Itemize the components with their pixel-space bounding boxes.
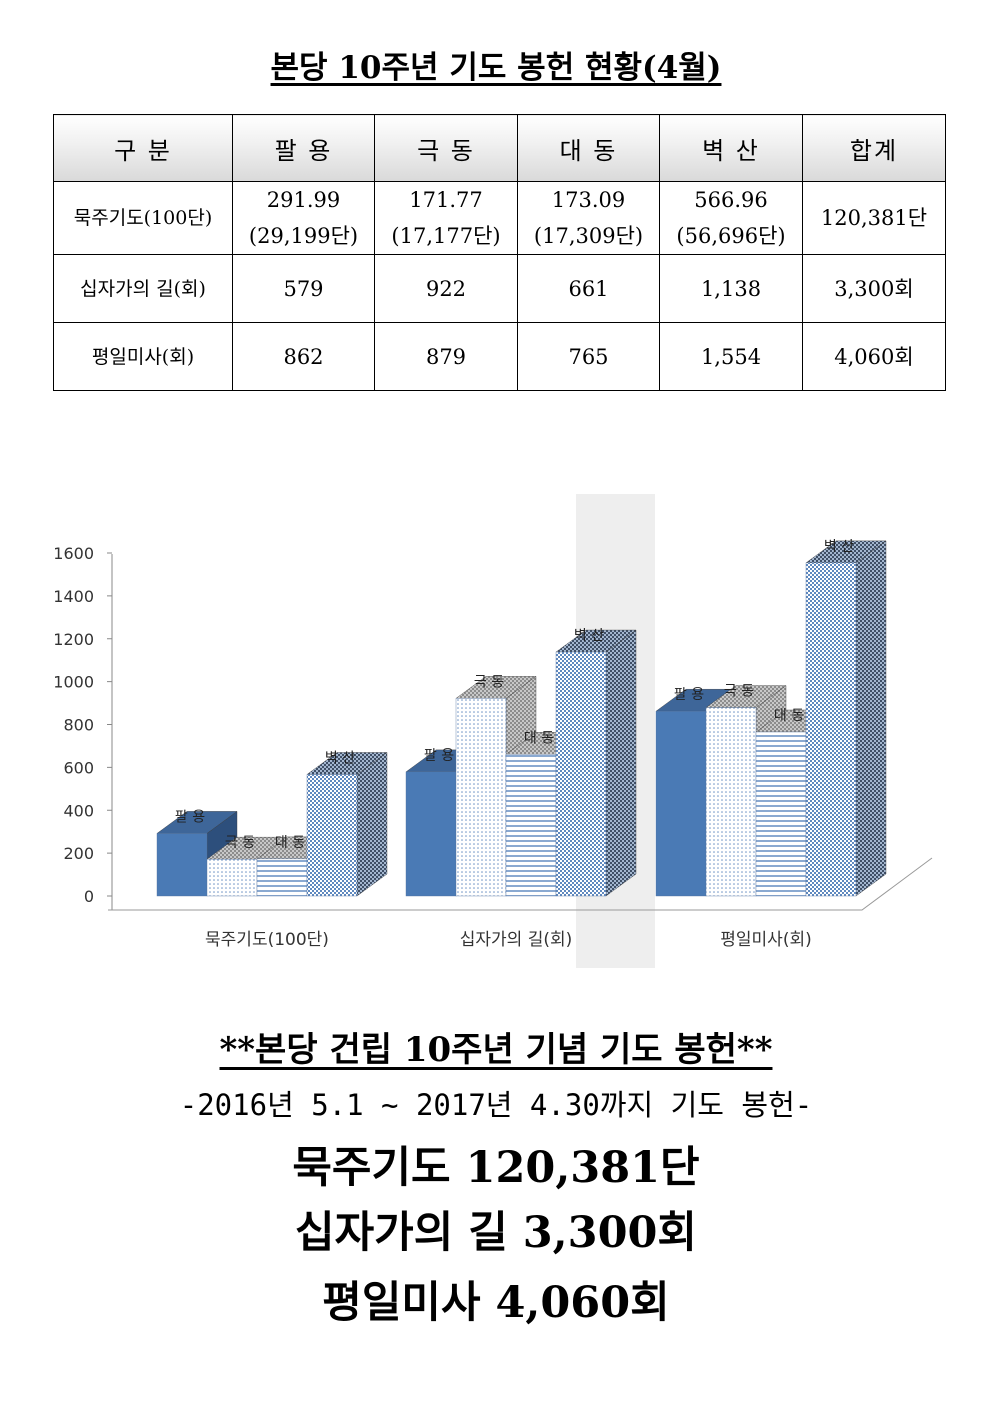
summary-heading: **본당 건립 10주년 기념 기도 봉헌** bbox=[0, 1022, 992, 1071]
y-tick-label: 800 bbox=[63, 716, 94, 735]
cell-value: 291.99 bbox=[266, 188, 341, 212]
row-total: 120,381단 bbox=[802, 181, 946, 255]
bar bbox=[555, 651, 607, 897]
summary-period: -2016년 5.1 ~ 2017년 4.30까지 기도 봉헌- bbox=[179, 1088, 813, 1122]
table-cell: 765 bbox=[517, 322, 660, 391]
prayer-stats-table: 구 분 팔 용 극 동 대 동 벽 산 합계 묵주기도(100단) 291.99… bbox=[53, 114, 946, 391]
header-palyong: 팔 용 bbox=[232, 114, 375, 182]
y-tick-label: 1600 bbox=[53, 544, 94, 563]
row-label: 묵주기도(100단) bbox=[53, 181, 233, 255]
x-tick-label: 십자가의 길(회) bbox=[460, 930, 573, 950]
bar-data-label: 대 동 bbox=[774, 708, 804, 724]
bar-data-label: 팔 용 bbox=[175, 809, 205, 825]
summary-heading-text: **본당 건립 10주년 기념 기도 봉헌** bbox=[219, 1030, 773, 1070]
y-tick-label: 200 bbox=[63, 844, 94, 863]
y-tick-label: 1400 bbox=[53, 587, 94, 606]
table-cell: 173.09 (17,309단) bbox=[517, 181, 660, 255]
header-geukdong: 극 동 bbox=[374, 114, 518, 182]
bar bbox=[505, 754, 557, 897]
table-row: 묵주기도(100단) 291.99 (29,199단) 171.77 (17,177… bbox=[53, 181, 946, 255]
table-cell: 291.99 (29,199단) bbox=[232, 181, 375, 255]
bar-data-label: 벽 산 bbox=[325, 750, 355, 766]
cell-subvalue: (29,199단) bbox=[248, 224, 359, 248]
table-cell: 579 bbox=[232, 254, 375, 323]
x-tick-label: 묵주기도(100단) bbox=[205, 930, 329, 950]
x-tick-label: 평일미사(회) bbox=[720, 930, 811, 950]
bar-data-label: 극 동 bbox=[225, 835, 255, 851]
y-tick-label: 0 bbox=[84, 887, 94, 906]
bar-data-label: 극 동 bbox=[474, 674, 504, 690]
y-tick-label: 1000 bbox=[53, 673, 94, 692]
table-cell: 171.77 (17,177단) bbox=[374, 181, 518, 255]
page-title-text: 본당 10주년 기도 봉헌 현황(4월) bbox=[270, 50, 722, 86]
table-cell: 1,138 bbox=[659, 254, 803, 323]
bar-data-label: 극 동 bbox=[724, 684, 754, 700]
cell-value: 173.09 bbox=[551, 188, 626, 212]
table-row: 십자가의 길(회) 579 922 661 1,138 3,300회 bbox=[53, 254, 946, 323]
table-cell: 1,554 bbox=[659, 322, 803, 391]
y-tick-label: 1200 bbox=[53, 630, 94, 649]
cell-value: 566.96 bbox=[694, 188, 768, 212]
bar bbox=[306, 774, 358, 897]
y-tick-label: 400 bbox=[63, 801, 94, 820]
bar-side bbox=[605, 629, 637, 897]
bar bbox=[455, 698, 507, 897]
table-header-row: 구 분 팔 용 극 동 대 동 벽 산 합계 bbox=[53, 114, 946, 182]
bar-side bbox=[356, 752, 388, 897]
row-label: 십자가의 길(회) bbox=[53, 254, 233, 323]
row-total: 4,060회 bbox=[802, 322, 946, 391]
bar-data-label: 대 동 bbox=[275, 835, 305, 851]
table-row: 평일미사(회) 862 879 765 1,554 4,060회 bbox=[53, 322, 946, 391]
bar bbox=[655, 711, 707, 897]
summary-way-of-cross: 십자가의 길 3,300회 bbox=[295, 1208, 697, 1258]
table-cell: 879 bbox=[374, 322, 518, 391]
header-byeoksan: 벽 산 bbox=[659, 114, 803, 182]
y-tick-label: 600 bbox=[63, 758, 94, 777]
summary-weekday-mass: 평일미사 4,060회 bbox=[322, 1278, 670, 1328]
floor-line bbox=[108, 857, 933, 911]
bar bbox=[156, 833, 208, 897]
table-cell: 566.96 (56,696단) bbox=[659, 181, 803, 255]
cell-value: 171.77 bbox=[409, 188, 483, 212]
bar-data-label: 벽 산 bbox=[574, 628, 604, 644]
bar bbox=[805, 562, 857, 897]
bar-data-label: 대 동 bbox=[524, 730, 554, 746]
table-cell: 862 bbox=[232, 322, 375, 391]
bar bbox=[256, 858, 308, 897]
cell-subvalue: (56,696단) bbox=[676, 224, 786, 248]
row-label: 평일미사(회) bbox=[53, 322, 233, 391]
bar-data-label: 벽 산 bbox=[824, 539, 854, 555]
bar bbox=[405, 771, 457, 897]
page-title: 본당 10주년 기도 봉헌 현황(4월) bbox=[0, 42, 992, 87]
header-daedong: 대 동 bbox=[517, 114, 660, 182]
header-division: 구 분 bbox=[53, 114, 233, 182]
header-total: 합계 bbox=[802, 114, 946, 182]
bar-data-label: 팔 용 bbox=[674, 687, 704, 703]
bar bbox=[206, 858, 258, 897]
table-cell: 922 bbox=[374, 254, 518, 323]
bar bbox=[755, 731, 807, 897]
bar-data-label: 팔 용 bbox=[424, 748, 454, 764]
bar-side bbox=[855, 540, 887, 897]
bar-chart: 0 200 400 600 800 1000 1200 1400 1600 묵주기도(100단) 십… bbox=[53, 494, 933, 968]
bar bbox=[705, 707, 757, 897]
cell-subvalue: (17,177단) bbox=[391, 224, 501, 248]
table-cell: 661 bbox=[517, 254, 660, 323]
summary-rosary: 묵주기도 120,381단 bbox=[292, 1143, 700, 1193]
row-total: 3,300회 bbox=[802, 254, 946, 323]
cell-subvalue: (17,309단) bbox=[533, 224, 644, 248]
